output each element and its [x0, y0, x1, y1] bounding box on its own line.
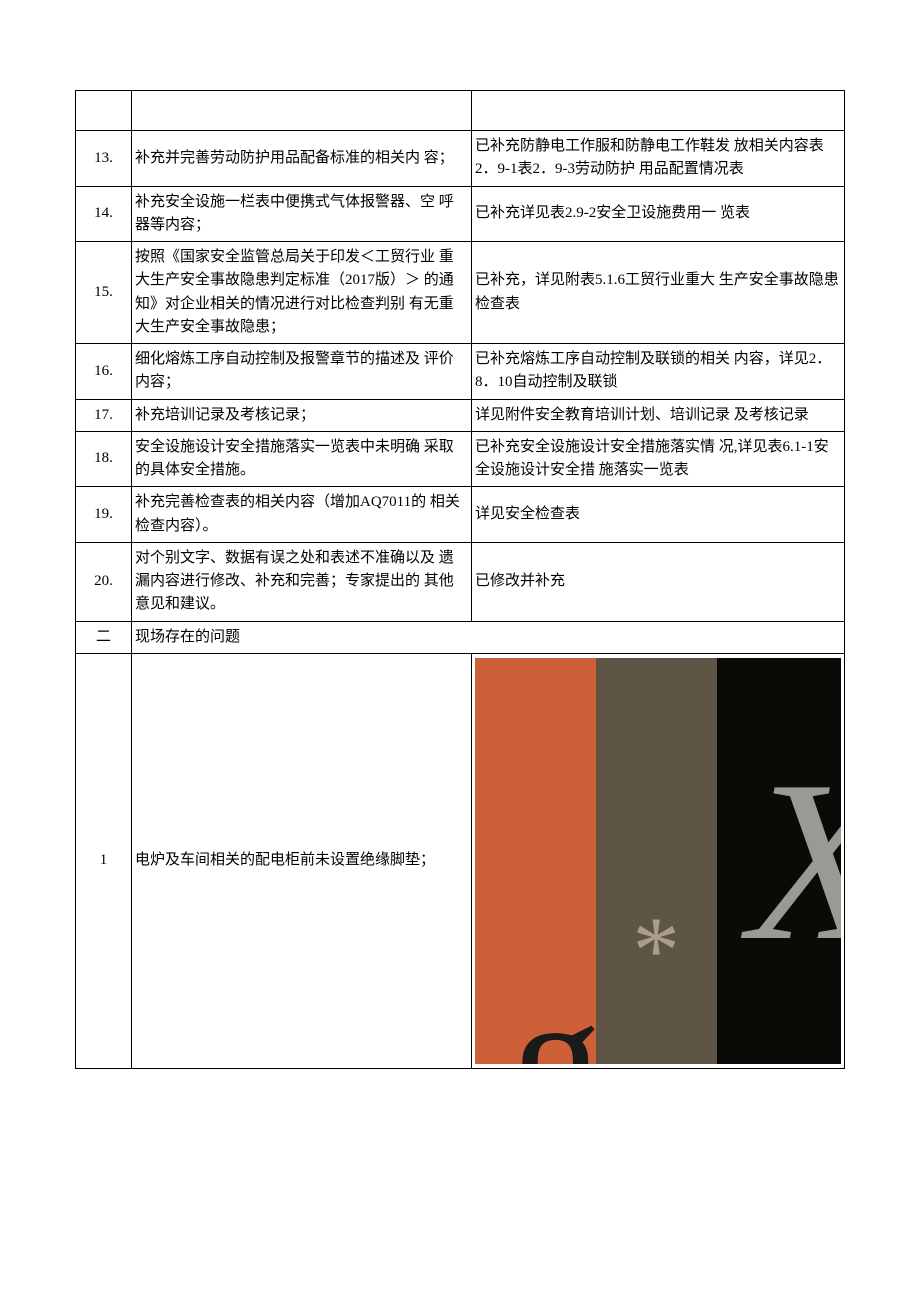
- table-row: 19. 补充完善检查表的相关内容（增加AQ7011的 相关检查内容）。 详见安全…: [76, 487, 845, 543]
- table-row-with-image: 1 电炉及车间相关的配电柜前未设置绝缘脚垫； g * X: [76, 653, 845, 1068]
- row-issue: 补充培训记录及考核记录；: [132, 399, 472, 431]
- row-resolution: 已补充安全设施设计安全措施落实情 况,详见表6.1-1安全设施设计安全措 施落实…: [472, 431, 845, 487]
- row-num: 15.: [76, 242, 132, 344]
- row-num: 16.: [76, 344, 132, 400]
- row-num: 18.: [76, 431, 132, 487]
- row-num: 17.: [76, 399, 132, 431]
- section-num: 二: [76, 621, 132, 653]
- issues-table: 13. 补充并完善劳动防护用品配备标准的相关内 容； 已补充防静电工作服和防静电…: [75, 90, 845, 1069]
- section-row: 二 现场存在的问题: [76, 621, 845, 653]
- table-row: 16. 细化熔炼工序自动控制及报警章节的描述及 评价内容； 已补充熔炼工序自动控…: [76, 344, 845, 400]
- table-row: 18. 安全设施设计安全措施落实一览表中未明确 采取的具体安全措施。 已补充安全…: [76, 431, 845, 487]
- section-label: 现场存在的问题: [132, 621, 845, 653]
- table-row: 20. 对个别文字、数据有误之处和表述不准确以及 遗漏内容进行修改、补充和完善；…: [76, 542, 845, 621]
- row-num: 14.: [76, 186, 132, 242]
- row-image-cell: g * X: [472, 653, 845, 1068]
- table-row: 14. 补充安全设施一栏表中便携式气体报警器、空 呼器等内容； 已补充详见表2.…: [76, 186, 845, 242]
- row-issue: 电炉及车间相关的配电柜前未设置绝缘脚垫；: [132, 653, 472, 1068]
- image-placeholder: g * X: [475, 658, 841, 1064]
- table-row: [76, 91, 845, 131]
- table-row: 15. 按照《国家安全监管总局关于印发＜工贸行业 重大生产安全事故隐患判定标准（…: [76, 242, 845, 344]
- row-issue: 细化熔炼工序自动控制及报警章节的描述及 评价内容；: [132, 344, 472, 400]
- row-num: 20.: [76, 542, 132, 621]
- row-resolution: 已补充熔炼工序自动控制及联锁的相关 内容，详见2．8．10自动控制及联锁: [472, 344, 845, 400]
- row-resolution: 已补充防静电工作服和防静电工作鞋发 放相关内容表2．9-1表2．9-3劳动防护 …: [472, 131, 845, 187]
- image-strip: *: [596, 658, 717, 1064]
- image-strip: g: [475, 658, 596, 1064]
- row-resolution: 详见附件安全教育培训计划、培训记录 及考核记录: [472, 399, 845, 431]
- row-num: 13.: [76, 131, 132, 187]
- row-issue: 安全设施设计安全措施落实一览表中未明确 采取的具体安全措施。: [132, 431, 472, 487]
- placeholder-glyph: *: [632, 877, 680, 1024]
- row-issue: 补充安全设施一栏表中便携式气体报警器、空 呼器等内容；: [132, 186, 472, 242]
- row-num: 19.: [76, 487, 132, 543]
- issues-table-body: 13. 补充并完善劳动防护用品配备标准的相关内 容； 已补充防静电工作服和防静电…: [76, 91, 845, 1069]
- row-issue: 补充并完善劳动防护用品配备标准的相关内 容；: [132, 131, 472, 187]
- row-resolution: 已补充，详见附表5.1.6工贸行业重大 生产安全事故隐患检查表: [472, 242, 845, 344]
- table-row: 17. 补充培训记录及考核记录； 详见附件安全教育培训计划、培训记录 及考核记录: [76, 399, 845, 431]
- image-strip: X: [717, 658, 841, 1064]
- row-resolution: 已补充详见表2.9-2安全卫设施费用一 览表: [472, 186, 845, 242]
- row-resolution: 已修改并补充: [472, 542, 845, 621]
- row-num: [76, 91, 132, 131]
- row-resolution: [472, 91, 845, 131]
- table-row: 13. 补充并完善劳动防护用品配备标准的相关内 容； 已补充防静电工作服和防静电…: [76, 131, 845, 187]
- placeholder-glyph: g: [512, 999, 596, 1064]
- row-num: 1: [76, 653, 132, 1068]
- row-issue: [132, 91, 472, 131]
- placeholder-glyph: X: [749, 746, 842, 976]
- row-issue: 补充完善检查表的相关内容（增加AQ7011的 相关检查内容）。: [132, 487, 472, 543]
- row-issue: 按照《国家安全监管总局关于印发＜工贸行业 重大生产安全事故隐患判定标准（2017…: [132, 242, 472, 344]
- row-resolution: 详见安全检查表: [472, 487, 845, 543]
- row-issue: 对个别文字、数据有误之处和表述不准确以及 遗漏内容进行修改、补充和完善；专家提出…: [132, 542, 472, 621]
